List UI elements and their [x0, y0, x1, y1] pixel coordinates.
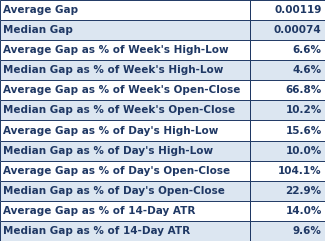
- FancyBboxPatch shape: [0, 20, 250, 40]
- FancyBboxPatch shape: [250, 181, 325, 201]
- Bar: [250, 201, 325, 221]
- Text: 22.9%: 22.9%: [286, 186, 322, 196]
- FancyBboxPatch shape: [250, 120, 325, 141]
- Text: Median Gap as % of Week's Open-Close: Median Gap as % of Week's Open-Close: [3, 106, 235, 115]
- FancyBboxPatch shape: [0, 181, 250, 201]
- Bar: [0, 181, 250, 201]
- Text: 14.0%: 14.0%: [285, 206, 322, 216]
- Bar: [0, 80, 250, 100]
- Bar: [0, 100, 250, 120]
- Bar: [250, 161, 325, 181]
- FancyBboxPatch shape: [0, 120, 250, 141]
- Bar: [250, 80, 325, 100]
- Bar: [0, 40, 250, 60]
- Bar: [0, 141, 250, 161]
- FancyBboxPatch shape: [250, 20, 325, 40]
- Bar: [0, 201, 250, 221]
- Text: Median Gap: Median Gap: [3, 25, 73, 35]
- Bar: [0, 161, 250, 181]
- Text: Average Gap: Average Gap: [3, 5, 78, 15]
- Bar: [0, 221, 250, 241]
- Text: Average Gap as % of Day's High-Low: Average Gap as % of Day's High-Low: [3, 126, 219, 135]
- Text: 10.0%: 10.0%: [285, 146, 322, 156]
- Bar: [250, 221, 325, 241]
- FancyBboxPatch shape: [250, 60, 325, 80]
- Text: Average Gap as % of Week's Open-Close: Average Gap as % of Week's Open-Close: [3, 85, 240, 95]
- Text: Average Gap as % of 14-Day ATR: Average Gap as % of 14-Day ATR: [3, 206, 196, 216]
- Bar: [0, 120, 250, 141]
- Bar: [250, 60, 325, 80]
- Text: 10.2%: 10.2%: [285, 106, 322, 115]
- FancyBboxPatch shape: [250, 161, 325, 181]
- FancyBboxPatch shape: [0, 0, 250, 20]
- Bar: [250, 0, 325, 20]
- FancyBboxPatch shape: [250, 100, 325, 120]
- Text: 4.6%: 4.6%: [292, 65, 322, 75]
- FancyBboxPatch shape: [0, 80, 250, 100]
- Text: Median Gap as % of 14-Day ATR: Median Gap as % of 14-Day ATR: [3, 226, 190, 236]
- FancyBboxPatch shape: [0, 201, 250, 221]
- FancyBboxPatch shape: [0, 40, 250, 60]
- Text: Average Gap as % of Week's High-Low: Average Gap as % of Week's High-Low: [3, 45, 229, 55]
- FancyBboxPatch shape: [250, 0, 325, 20]
- FancyBboxPatch shape: [250, 201, 325, 221]
- FancyBboxPatch shape: [250, 221, 325, 241]
- FancyBboxPatch shape: [0, 141, 250, 161]
- Bar: [250, 141, 325, 161]
- Text: Median Gap as % of Day's High-Low: Median Gap as % of Day's High-Low: [3, 146, 214, 156]
- FancyBboxPatch shape: [250, 141, 325, 161]
- Bar: [0, 60, 250, 80]
- Bar: [250, 120, 325, 141]
- Bar: [250, 40, 325, 60]
- Bar: [250, 20, 325, 40]
- Bar: [0, 20, 250, 40]
- Text: 66.8%: 66.8%: [285, 85, 322, 95]
- Bar: [0, 0, 250, 20]
- FancyBboxPatch shape: [250, 80, 325, 100]
- Text: Median Gap as % of Day's Open-Close: Median Gap as % of Day's Open-Close: [3, 186, 225, 196]
- Text: 9.6%: 9.6%: [293, 226, 322, 236]
- Text: 0.00119: 0.00119: [274, 5, 322, 15]
- Text: 15.6%: 15.6%: [285, 126, 322, 135]
- Bar: [250, 181, 325, 201]
- FancyBboxPatch shape: [0, 161, 250, 181]
- FancyBboxPatch shape: [0, 60, 250, 80]
- FancyBboxPatch shape: [250, 40, 325, 60]
- FancyBboxPatch shape: [0, 100, 250, 120]
- Text: 6.6%: 6.6%: [293, 45, 322, 55]
- Bar: [250, 100, 325, 120]
- Text: Median Gap as % of Week's High-Low: Median Gap as % of Week's High-Low: [3, 65, 224, 75]
- Text: 0.00074: 0.00074: [274, 25, 322, 35]
- Text: 104.1%: 104.1%: [278, 166, 322, 176]
- FancyBboxPatch shape: [0, 221, 250, 241]
- Text: Average Gap as % of Day's Open-Close: Average Gap as % of Day's Open-Close: [3, 166, 230, 176]
